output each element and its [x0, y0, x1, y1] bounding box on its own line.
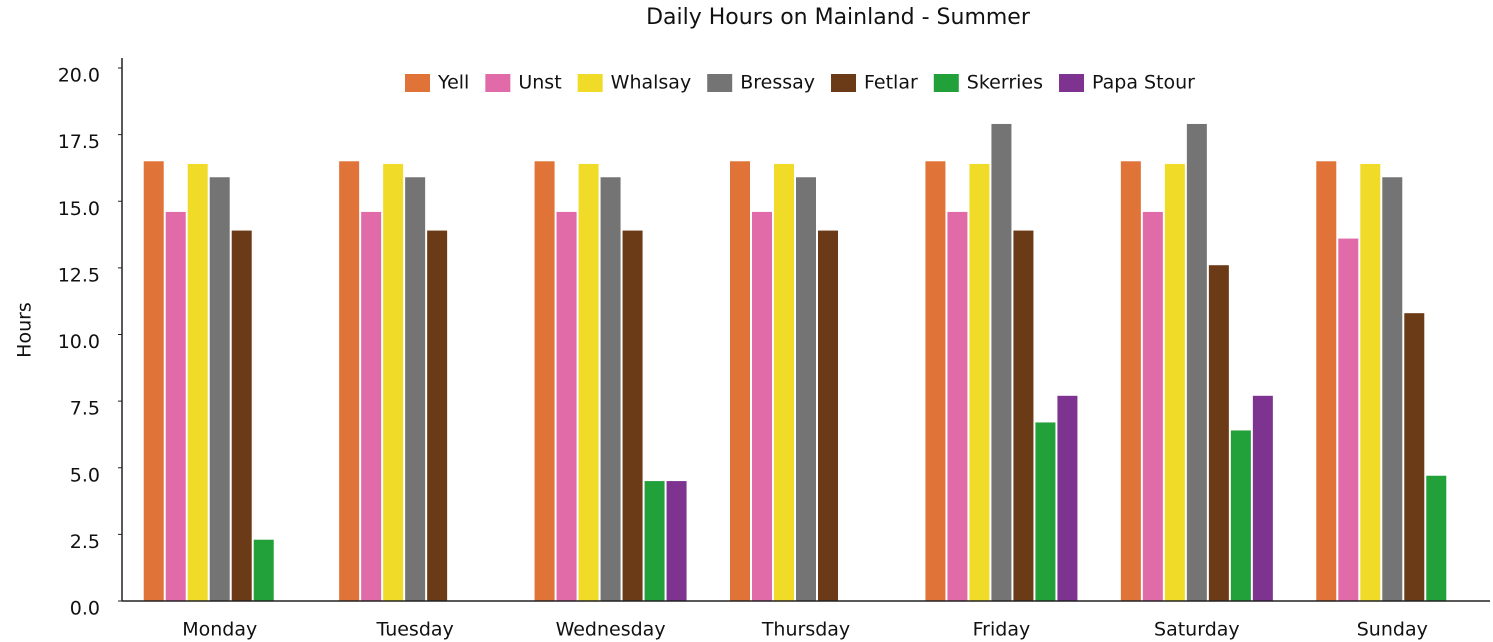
bar — [818, 230, 838, 601]
legend-label: Yell — [437, 72, 469, 94]
y-tick-label: 2.5 — [70, 531, 100, 553]
bar — [1057, 395, 1078, 601]
bar — [427, 230, 448, 601]
legend-label: Papa Stour — [1092, 72, 1195, 94]
bar — [1382, 177, 1403, 601]
bar — [1360, 163, 1381, 601]
legend-swatch — [707, 74, 733, 92]
bar — [534, 161, 555, 601]
legend-label: Bressay — [740, 72, 815, 94]
bar — [1186, 123, 1207, 601]
bar — [644, 481, 665, 601]
bar — [1142, 211, 1163, 601]
x-tick-label: Saturday — [1154, 619, 1240, 641]
bar — [556, 211, 577, 601]
bar — [339, 161, 360, 601]
bar — [969, 163, 990, 601]
legend-label: Whalsay — [611, 72, 692, 94]
y-tick-label: 7.5 — [70, 398, 100, 420]
bar — [666, 481, 687, 601]
x-tick-label: Sunday — [1357, 619, 1428, 641]
x-tick-label: Thursday — [761, 619, 850, 641]
bar — [578, 163, 599, 601]
bar — [622, 230, 643, 601]
legend-label: Fetlar — [864, 72, 918, 94]
legend-label: Skerries — [967, 72, 1043, 94]
y-tick-label: 0.0 — [70, 598, 100, 620]
x-tick-label: Wednesday — [556, 619, 666, 641]
x-tick-label: Tuesday — [375, 619, 453, 641]
legend-label: Unst — [518, 72, 561, 94]
bar — [925, 161, 946, 601]
bar — [405, 177, 426, 601]
y-tick-label: 15.0 — [58, 198, 100, 220]
legend-swatch — [1059, 74, 1085, 92]
bar — [600, 177, 621, 601]
bar — [752, 211, 772, 601]
bar — [1208, 265, 1229, 601]
legend-swatch — [405, 74, 430, 92]
bar — [383, 163, 404, 601]
bar — [1404, 313, 1425, 601]
y-tick-label: 20.0 — [58, 65, 100, 87]
bar — [774, 163, 794, 601]
bar — [1164, 163, 1185, 601]
bar — [165, 211, 186, 601]
y-tick-label: 17.5 — [58, 131, 100, 153]
bar — [1120, 161, 1141, 601]
bar — [1316, 161, 1337, 601]
bar — [143, 161, 164, 601]
bar — [209, 177, 230, 601]
bar — [1252, 395, 1273, 601]
bar — [1426, 475, 1447, 601]
legend-swatch — [577, 74, 603, 92]
bar — [231, 230, 252, 601]
legend-swatch — [485, 74, 511, 92]
chart-title: Daily Hours on Mainland - Summer — [646, 5, 1031, 30]
bar — [1013, 230, 1034, 601]
legend-swatch — [831, 74, 857, 92]
y-tick-label: 5.0 — [70, 464, 100, 486]
legend-swatch — [933, 74, 959, 92]
bar — [187, 163, 208, 601]
bar — [991, 123, 1012, 601]
bar — [361, 211, 382, 601]
x-tick-label: Friday — [973, 619, 1031, 641]
bar — [1230, 430, 1251, 601]
y-tick-label: 10.0 — [58, 331, 100, 353]
bar — [1035, 422, 1056, 601]
bar — [947, 211, 968, 601]
x-tick-label: Monday — [182, 619, 257, 641]
y-tick-label: 12.5 — [58, 264, 100, 286]
bar — [730, 161, 750, 601]
bar — [796, 177, 816, 601]
bar — [253, 539, 274, 601]
y-axis-label: Hours — [14, 302, 36, 358]
bar — [1338, 238, 1359, 601]
